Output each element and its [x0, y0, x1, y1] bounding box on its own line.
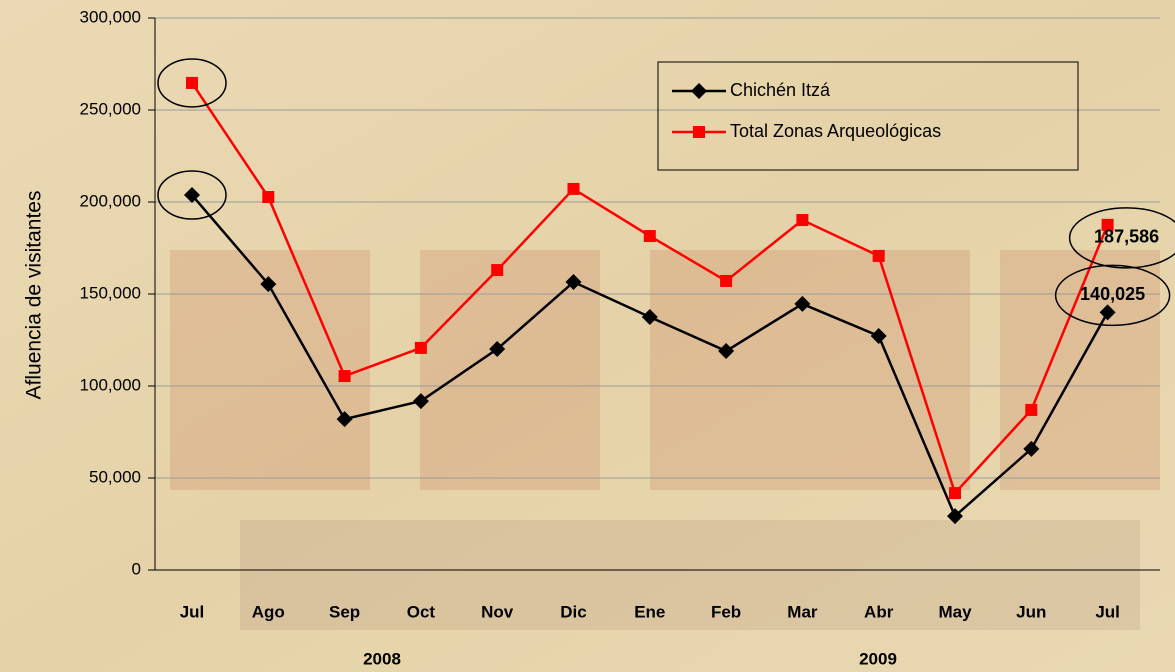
x-tick-label: Mar — [787, 602, 818, 621]
marker — [338, 370, 351, 383]
marker — [870, 327, 887, 344]
marker — [414, 341, 427, 354]
x-tick-label: Feb — [711, 602, 741, 621]
x-tick-label: Jul — [180, 602, 205, 621]
marker — [260, 276, 277, 293]
legend: Chichén Itzá Total Zonas Arqueológicas — [657, 61, 1079, 171]
legend-box — [657, 61, 1079, 171]
data-label: 187,586 — [1094, 227, 1159, 247]
x-tick-label: Nov — [481, 602, 514, 621]
year-label: 2008 — [363, 649, 401, 668]
marker — [567, 182, 580, 195]
x-tick-label: Dic — [560, 602, 586, 621]
x-tick-label: Abr — [864, 602, 894, 621]
marker — [691, 83, 707, 99]
x-tick-label: Ene — [634, 602, 665, 621]
marker — [796, 214, 809, 227]
data-label: 140,025 — [1080, 284, 1145, 304]
marker — [872, 249, 885, 262]
y-axis-label: Afluencia de visitantes — [23, 191, 46, 400]
y-tick-label: 250,000 — [80, 99, 141, 118]
marker — [1101, 218, 1114, 231]
y-tick-label: 0 — [132, 559, 141, 578]
marker — [412, 393, 429, 410]
marker — [718, 343, 735, 360]
marker — [643, 230, 656, 243]
y-tick-label: 300,000 — [80, 7, 141, 26]
marker — [641, 309, 658, 325]
marker — [949, 487, 961, 500]
marker — [262, 191, 275, 204]
x-tick-label: Oct — [407, 602, 436, 621]
x-tick-label: Jul — [1095, 602, 1120, 621]
annotation-ellipse — [157, 58, 227, 108]
marker — [720, 274, 733, 287]
marker — [794, 295, 811, 312]
y-tick-label: 150,000 — [80, 283, 141, 302]
marker — [336, 411, 353, 428]
marker — [1023, 440, 1040, 457]
annotation-ellipse — [1054, 264, 1171, 327]
x-tick-label: Jun — [1016, 602, 1046, 621]
marker — [1099, 304, 1116, 321]
marker — [947, 508, 963, 525]
x-tick-label: Sep — [329, 602, 360, 621]
year-label: 2009 — [859, 649, 897, 668]
marker — [186, 76, 198, 89]
y-tick-label: 50,000 — [89, 467, 141, 486]
marker — [1025, 403, 1038, 416]
annotation-ellipse — [1068, 207, 1175, 269]
y-tick-label: 100,000 — [80, 375, 141, 394]
marker — [693, 126, 705, 138]
x-tick-label: Ago — [252, 602, 285, 621]
marker — [565, 274, 582, 291]
legend-label: Chichén Itzá — [730, 80, 831, 100]
marker — [184, 187, 200, 204]
marker — [489, 341, 506, 358]
y-tick-label: 200,000 — [80, 191, 141, 210]
marker — [491, 264, 504, 277]
annotation-ellipse — [157, 170, 227, 220]
watermark — [170, 250, 1160, 630]
legend-label: Total Zonas Arqueológicas — [730, 121, 941, 141]
x-tick-label: May — [938, 602, 972, 621]
